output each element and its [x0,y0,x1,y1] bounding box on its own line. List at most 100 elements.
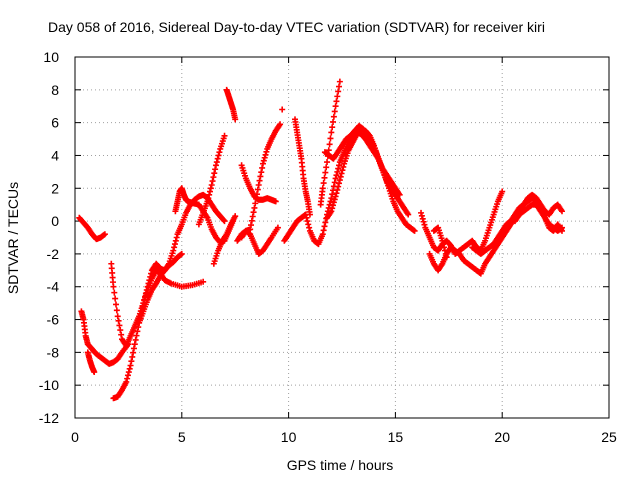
data-point [141,296,148,303]
data-point [256,177,263,184]
data-point [130,349,137,356]
data-point [116,322,123,329]
data-point [340,163,347,170]
data-point [257,173,264,180]
data-point [212,162,219,169]
data-point [127,362,134,369]
data-point [328,129,335,136]
data-point [330,118,337,125]
series-arc-17 [317,78,343,208]
data-point [200,278,207,285]
data-point [146,277,153,284]
data-point [110,283,117,290]
y-axis-label: SDTVAR / TECUs [5,182,21,294]
y-tick-label: 2 [51,180,59,196]
data-point [441,244,448,251]
data-point [303,214,310,221]
data-point [248,222,255,229]
data-point [330,199,337,206]
y-tick-label: -4 [47,279,60,295]
series-arc-13 [234,224,281,257]
data-point [250,209,257,216]
data-point [328,195,335,202]
data-point [112,295,119,302]
data-point [138,308,145,315]
y-tick-label: -12 [39,410,59,426]
data-point [262,151,269,158]
data-point [137,311,144,318]
series-arc-20 [418,188,506,257]
data-point [326,141,333,148]
data-point [131,341,138,348]
series-arc-16 [292,116,313,218]
data-point [248,217,255,224]
plot-frame [74,56,610,419]
data-point [259,160,266,167]
data-point [559,208,566,215]
data-point [249,213,256,220]
data-point [255,181,262,188]
data-point [323,164,330,171]
data-point [322,169,329,176]
data-point [336,162,343,169]
data-point [259,164,266,171]
data-point [330,202,337,209]
y-tick-label: -8 [47,344,60,360]
data-point [221,218,228,225]
data-point [101,231,108,238]
x-tick-label: 10 [281,429,297,445]
x-tick-label: 25 [601,429,617,445]
series-arc-23 [430,224,450,261]
data-point [140,300,147,307]
data-point [322,219,329,226]
series-arc-9 [223,86,239,123]
series-arc-3 [84,349,98,376]
data-point [117,327,124,334]
data-point [173,234,180,241]
data-point [216,149,223,156]
data-point [329,191,336,198]
data-point [418,212,425,219]
data-point [335,165,342,172]
y-tick-label: -10 [39,377,59,393]
data-point [332,175,339,182]
data-point [113,307,120,314]
x-axis-label: GPS time / hours [287,457,394,473]
data-point [252,200,259,207]
series-arc-4 [108,260,207,349]
data-point [114,313,121,320]
data-point [206,191,213,198]
x-tick-label: 15 [388,429,404,445]
y-tick-label: -6 [47,312,60,328]
data-point [329,124,336,131]
data-point [251,204,258,211]
data-point [333,98,340,105]
data-point [232,116,239,123]
data-point [135,324,142,331]
data-point [321,174,328,181]
data-point [419,215,426,222]
series-arc-6 [136,191,228,326]
data-point [328,208,335,215]
data-point [139,304,146,311]
data-point [334,186,341,193]
data-point [337,173,344,180]
data-point [129,353,136,360]
data-points [76,78,566,402]
data-point [142,293,149,300]
data-point [327,198,334,205]
data-point [113,301,120,308]
data-point [336,78,343,85]
data-point [171,241,178,248]
data-point [336,83,343,90]
data-point [274,224,281,231]
y-tick-label: 0 [51,213,59,229]
axis-ticks: 0 5 10 15 20 25 -12 -10 -8 -6 -4 -2 0 2 4 6 8 10 [39,49,617,445]
x-tick-label: 0 [71,429,79,445]
data-point [205,195,212,202]
data-point [442,250,449,257]
data-point [336,180,343,187]
data-point [279,106,286,113]
data-point [253,191,260,198]
data-point [443,254,450,261]
